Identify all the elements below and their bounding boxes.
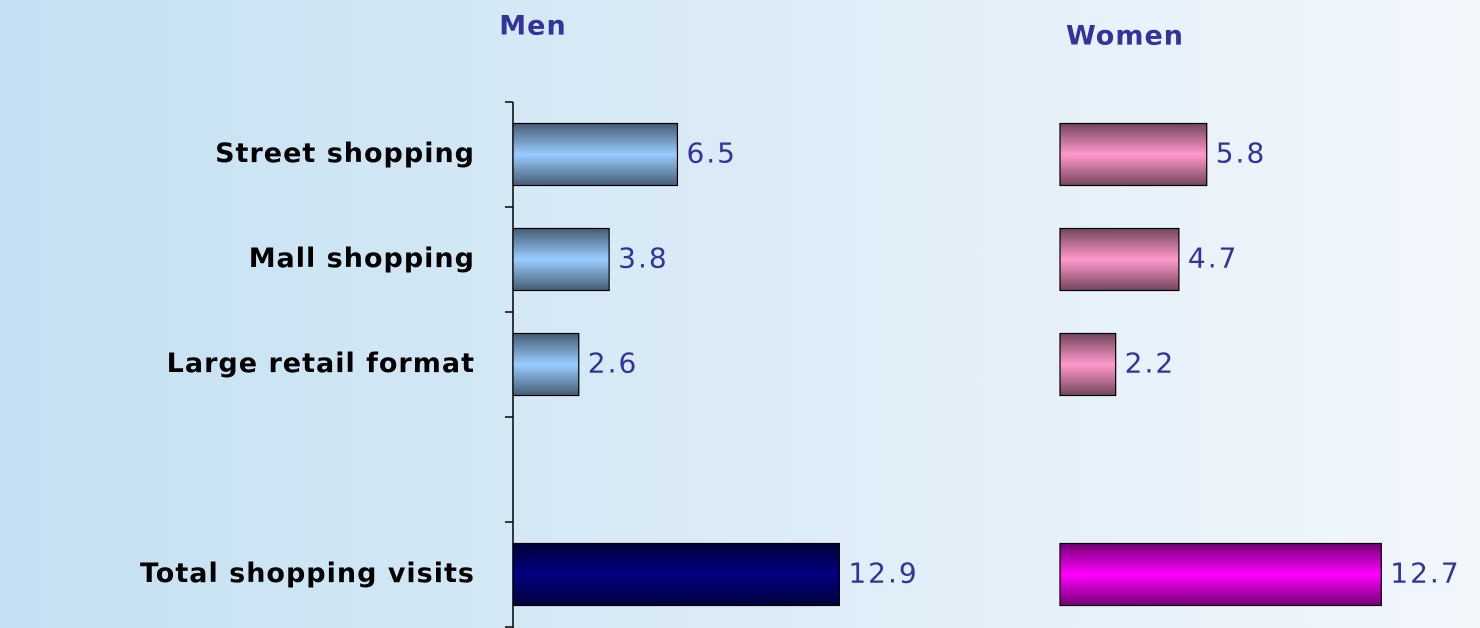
bar-group xyxy=(512,332,580,397)
bar xyxy=(512,332,580,397)
value-label: 2.6 xyxy=(588,347,639,380)
bar-group xyxy=(512,122,679,187)
bar xyxy=(1059,227,1180,292)
bar-group xyxy=(1059,122,1208,187)
bar-group xyxy=(512,542,840,607)
value-label: 2.2 xyxy=(1125,347,1176,380)
bar xyxy=(512,227,610,292)
panel-title: Women xyxy=(1066,21,1184,52)
value-label: 3.8 xyxy=(618,242,669,275)
category-label: Mall shopping xyxy=(249,243,475,274)
panel-title: Men xyxy=(499,11,566,42)
bar xyxy=(512,122,679,187)
value-label: 5.8 xyxy=(1216,137,1267,170)
bar-group xyxy=(1059,542,1382,607)
bar xyxy=(512,542,840,607)
value-label: 12.9 xyxy=(848,557,918,590)
bar-group xyxy=(1059,332,1117,397)
bar-group xyxy=(1059,227,1180,292)
value-label: 4.7 xyxy=(1188,242,1239,275)
category-label: Total shopping visits xyxy=(140,558,475,589)
bar xyxy=(1059,332,1117,397)
value-label: 12.7 xyxy=(1390,557,1460,590)
bar xyxy=(1059,122,1208,187)
value-label: 6.5 xyxy=(686,137,737,170)
category-label: Large retail format xyxy=(167,348,475,379)
category-label: Street shopping xyxy=(215,138,475,169)
bar-group xyxy=(512,227,610,292)
bar xyxy=(1059,542,1382,607)
